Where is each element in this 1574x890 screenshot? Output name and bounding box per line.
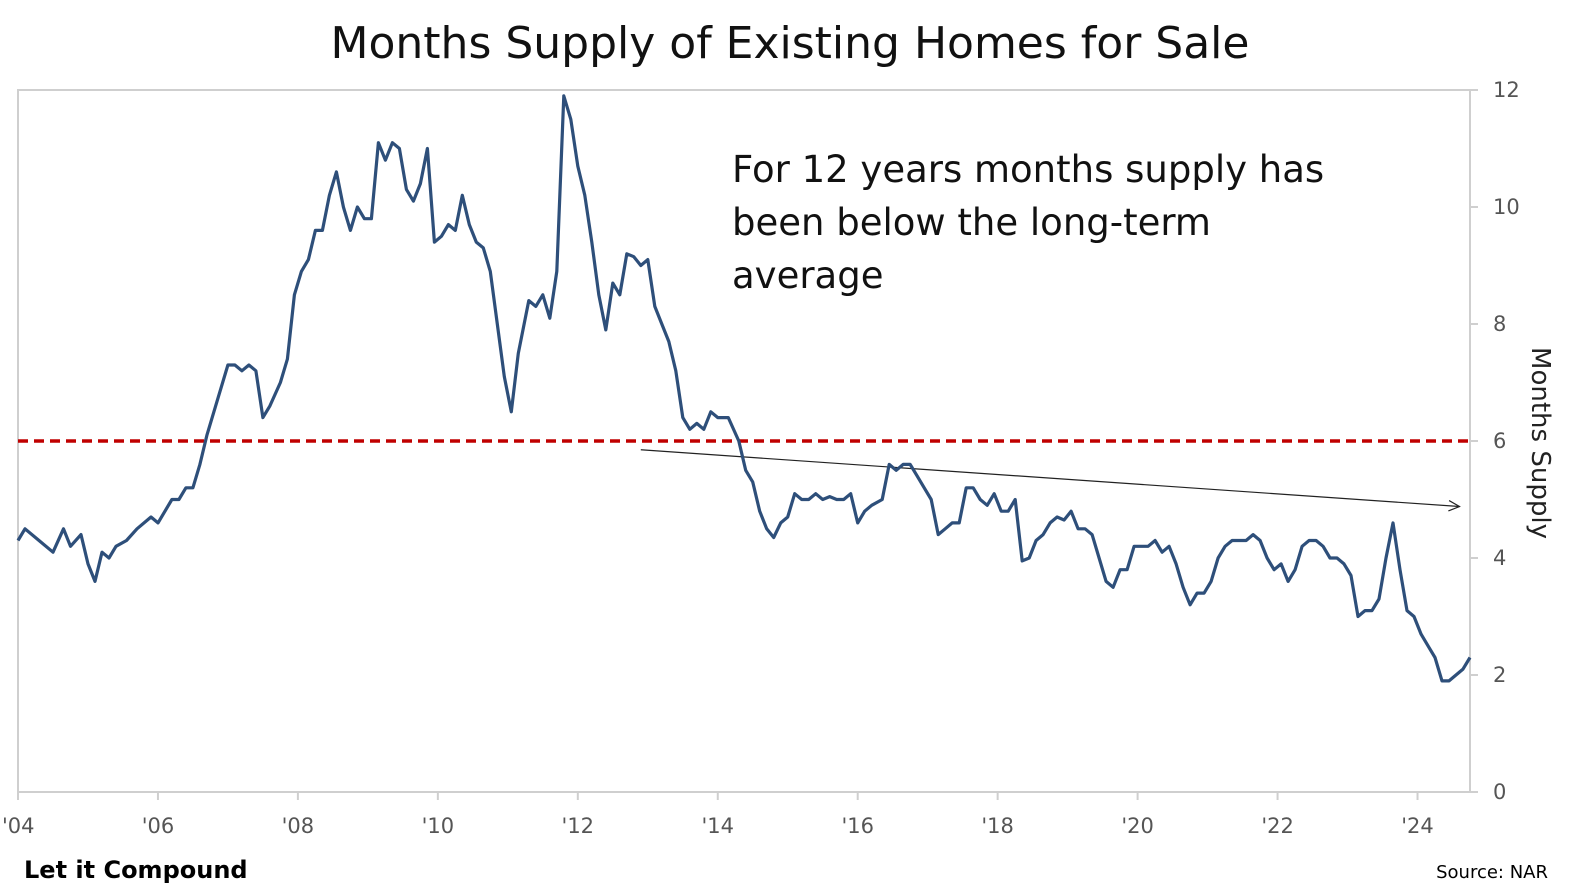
y-tick-label: 2	[1493, 663, 1506, 687]
y-tick-label: 4	[1493, 546, 1506, 570]
chart-title: Months Supply of Existing Homes for Sale	[331, 18, 1250, 69]
y-axis: 0 2 4 6 8 10 12	[1470, 78, 1520, 804]
y-tick-label: 10	[1493, 195, 1520, 219]
y-tick-label: 8	[1493, 312, 1506, 336]
annotation: For 12 years months supply has been belo…	[732, 148, 1324, 297]
x-tick-label: '22	[1261, 814, 1294, 838]
x-tick-label: '10	[422, 814, 455, 838]
annotation-line-2: been below the long-term	[732, 201, 1211, 244]
trend-arrow-line	[640, 449, 1460, 508]
y-axis-label: Months Supply	[1525, 347, 1555, 539]
x-tick-label: '16	[841, 814, 874, 838]
series-line-0	[16, 94, 1472, 683]
y-tick-label: 0	[1493, 780, 1506, 804]
trend-arrow-group	[640, 449, 1461, 512]
x-tick-label: '14	[702, 814, 735, 838]
source-note: Source: NAR	[1436, 862, 1548, 883]
x-tick-label: '12	[562, 814, 595, 838]
x-tick-label: '24	[1401, 814, 1434, 838]
trend-arrow-head	[1448, 500, 1461, 512]
y-tick-label: 6	[1493, 429, 1506, 453]
x-tick-label: '04	[2, 814, 35, 838]
series-group	[16, 94, 1472, 683]
brand-logo: Let it Compound	[24, 856, 248, 884]
x-tick-label: '18	[981, 814, 1014, 838]
x-axis: '04 '06 '08 '10 '12 '14 '16 '18 '20 '22 '24	[2, 792, 1434, 838]
x-tick-label: '08	[282, 814, 315, 838]
x-tick-label: '06	[142, 814, 175, 838]
y-tick-label: 12	[1493, 78, 1520, 102]
x-tick-label: '20	[1121, 814, 1154, 838]
annotation-line-3: average	[732, 254, 883, 297]
annotation-line-1: For 12 years months supply has	[732, 148, 1324, 191]
